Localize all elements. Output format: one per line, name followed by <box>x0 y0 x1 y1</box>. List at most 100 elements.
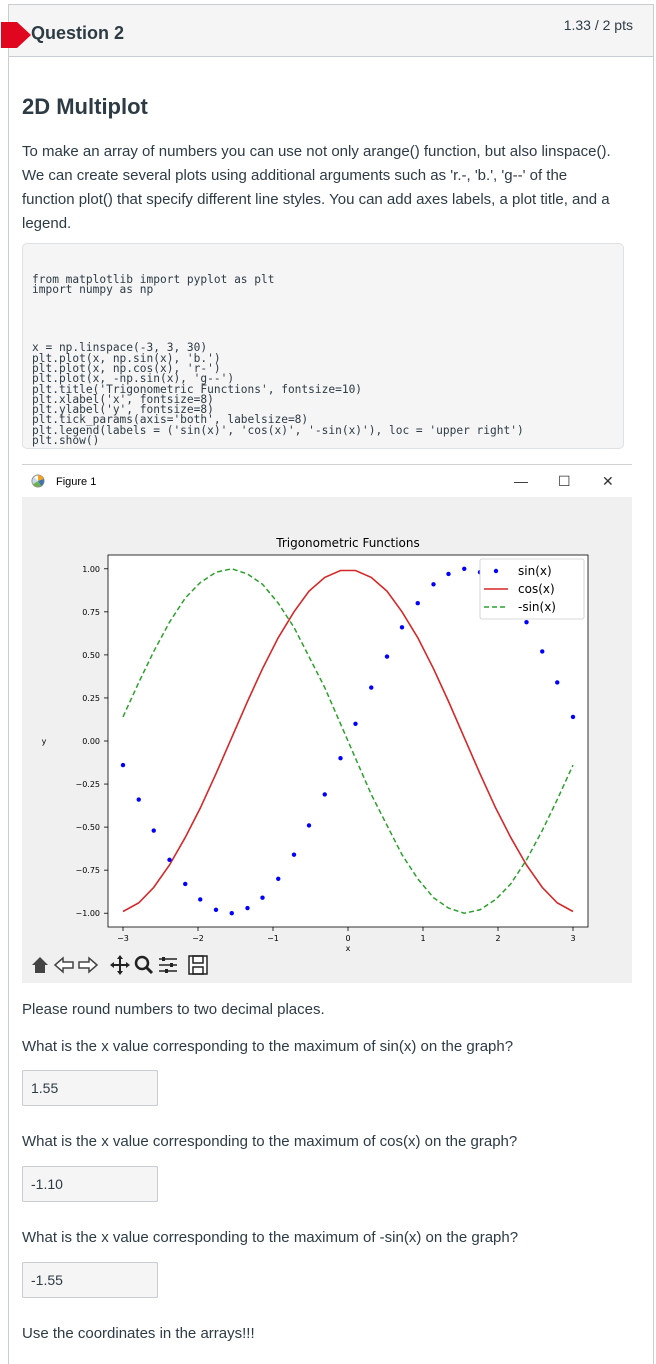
sin-point <box>151 828 156 833</box>
code-line: import numpy as np <box>32 282 154 296</box>
close-button[interactable]: ✕ <box>602 473 614 489</box>
minimize-button[interactable]: — <box>514 473 528 489</box>
x-tick-label: 0 <box>345 934 350 943</box>
sin-point <box>322 792 327 797</box>
footer-note: Use the coordinates in the arrays!!! <box>22 1325 255 1342</box>
figure-title: Figure 1 <box>56 476 97 488</box>
sin-point <box>260 895 265 900</box>
question-negsin-max: What is the x value corresponding to the… <box>22 1229 519 1246</box>
question-header: Question 2 1.33 / 2 pts <box>1 5 653 57</box>
question-cos-max: What is the x value corresponding to the… <box>22 1133 518 1150</box>
y-tick-label: −1.00 <box>75 909 100 918</box>
y-axis-label: y <box>42 737 47 746</box>
code-line: plt.legend(labels = ('sin(x)', 'cos(x)',… <box>32 423 524 437</box>
sin-point <box>524 619 529 625</box>
pan-icon[interactable] <box>108 953 132 977</box>
sin-point <box>540 649 545 654</box>
question-title: Question 2 <box>31 23 125 43</box>
chart-title: Trigonometric Functions <box>275 536 420 550</box>
code-block: from matplotlib import pyplot as plt impo… <box>22 243 624 449</box>
plot-area: Trigonometric Functions −3 −2 −1 0 1 2 3 −1.00 −0… <box>22 497 632 953</box>
back-arrow-icon[interactable] <box>52 953 76 977</box>
code-line: plt.plot(x, np.cos(x), 'r-') <box>32 361 221 375</box>
sin-point <box>120 762 126 768</box>
forward-arrow-icon[interactable] <box>76 953 100 977</box>
code-line: plt.tick_params(axis='both', labelsize=8… <box>32 413 309 427</box>
x-tick-label: −2 <box>192 934 204 943</box>
question-points: 1.33 / 2 pts <box>563 17 633 33</box>
sin-point <box>570 714 576 720</box>
code-line: plt.xlabel('x', fontsize=8) <box>32 392 214 406</box>
question-flag-tip <box>17 22 31 48</box>
intro-paragraph: To make an array of numbers you can use … <box>22 143 611 232</box>
answer-cos-max[interactable]: -1.10 <box>22 1166 158 1202</box>
x-tick-label: −3 <box>117 934 129 943</box>
sin-point <box>306 823 312 828</box>
code-line: plt.ylabel('y', fontsize=8) <box>32 403 214 417</box>
maximize-button[interactable]: ☐ <box>558 473 571 489</box>
negsin-series-line <box>122 568 574 914</box>
code-line: x = np.linspace(-3, 3, 30) <box>32 341 208 355</box>
y-tick-label: −0.75 <box>75 866 100 875</box>
legend-box <box>479 558 585 620</box>
y-tick-label: −0.50 <box>75 823 100 832</box>
sin-point <box>446 571 451 577</box>
y-tick-label: 0.75 <box>82 608 100 617</box>
sin-point <box>399 625 405 630</box>
rounding-note: Please round numbers to two decimal plac… <box>22 1001 325 1018</box>
sin-point <box>338 756 343 761</box>
sin-point <box>353 721 358 726</box>
matplotlib-icon <box>31 474 45 488</box>
code-line: plt.show() <box>32 434 100 448</box>
code-line: plt.plot(x, -np.sin(x), 'g--') <box>32 372 235 386</box>
y-tick-label: 1.00 <box>82 565 100 574</box>
sin-point <box>369 685 374 690</box>
home-icon[interactable] <box>28 953 52 977</box>
section-heading: 2D Multiplot <box>22 94 148 119</box>
sin-point <box>213 907 219 912</box>
sin-point <box>291 852 297 857</box>
legend-label: sin(x) <box>518 564 552 578</box>
sin-point <box>229 911 234 916</box>
code-line: plt.title('Trigonometric Functions', fon… <box>32 382 363 396</box>
question-flag <box>1 22 17 48</box>
x-tick-label: 3 <box>570 934 575 943</box>
figure-window: Figure 1 — ☐ ✕ Trigonometric Functions −3… <box>22 464 632 983</box>
code-line: plt.plot(x, np.sin(x), 'b.') <box>32 351 221 365</box>
sin-point <box>167 857 172 863</box>
sin-point <box>384 654 390 659</box>
y-tick-label: 0.00 <box>82 737 100 746</box>
y-tick-label: 0.25 <box>82 694 100 703</box>
code-line: from matplotlib import pyplot as plt <box>32 272 275 286</box>
legend-sin-marker <box>493 568 499 574</box>
sin-point <box>198 897 203 902</box>
question-sin-max: What is the x value corresponding to the… <box>22 1038 514 1055</box>
x-tick-label: −1 <box>267 934 279 943</box>
answer-sin-max[interactable]: 1.55 <box>22 1070 158 1106</box>
y-tick-label: −0.25 <box>75 780 100 789</box>
x-tick-label: 2 <box>495 934 500 943</box>
legend-label: cos(x) <box>518 582 555 596</box>
chart-svg: Trigonometric Functions −3 −2 −1 0 1 2 3 −1.00 −0… <box>42 536 589 953</box>
configure-subplots-icon[interactable] <box>156 953 180 977</box>
x-axis-label: x <box>346 944 351 951</box>
sin-point <box>555 680 560 685</box>
save-icon[interactable] <box>186 953 210 977</box>
cos-series-line <box>122 569 574 913</box>
sin-point <box>245 905 250 911</box>
code-body: x = np.linspace(-3, 3, 30) plt.plot(x, np… <box>32 341 623 448</box>
sin-point <box>136 797 141 802</box>
sin-point <box>276 876 281 881</box>
zoom-icon[interactable] <box>132 953 156 977</box>
x-tick-label: 1 <box>420 934 425 943</box>
sin-point <box>431 582 436 587</box>
y-tick-label: 0.50 <box>82 651 100 660</box>
legend-label: -sin(x) <box>518 600 556 614</box>
sin-point <box>183 881 188 887</box>
sin-point <box>462 566 467 571</box>
code-imports: from matplotlib import pyplot as plt impo… <box>32 272 623 296</box>
question-card: Question 2 1.33 / 2 pts <box>1 4 654 1364</box>
figure-titlebar: Figure 1 — ☐ ✕ <box>22 465 632 497</box>
sin-point <box>415 601 420 606</box>
answer-negsin-max[interactable]: -1.55 <box>22 1262 158 1298</box>
